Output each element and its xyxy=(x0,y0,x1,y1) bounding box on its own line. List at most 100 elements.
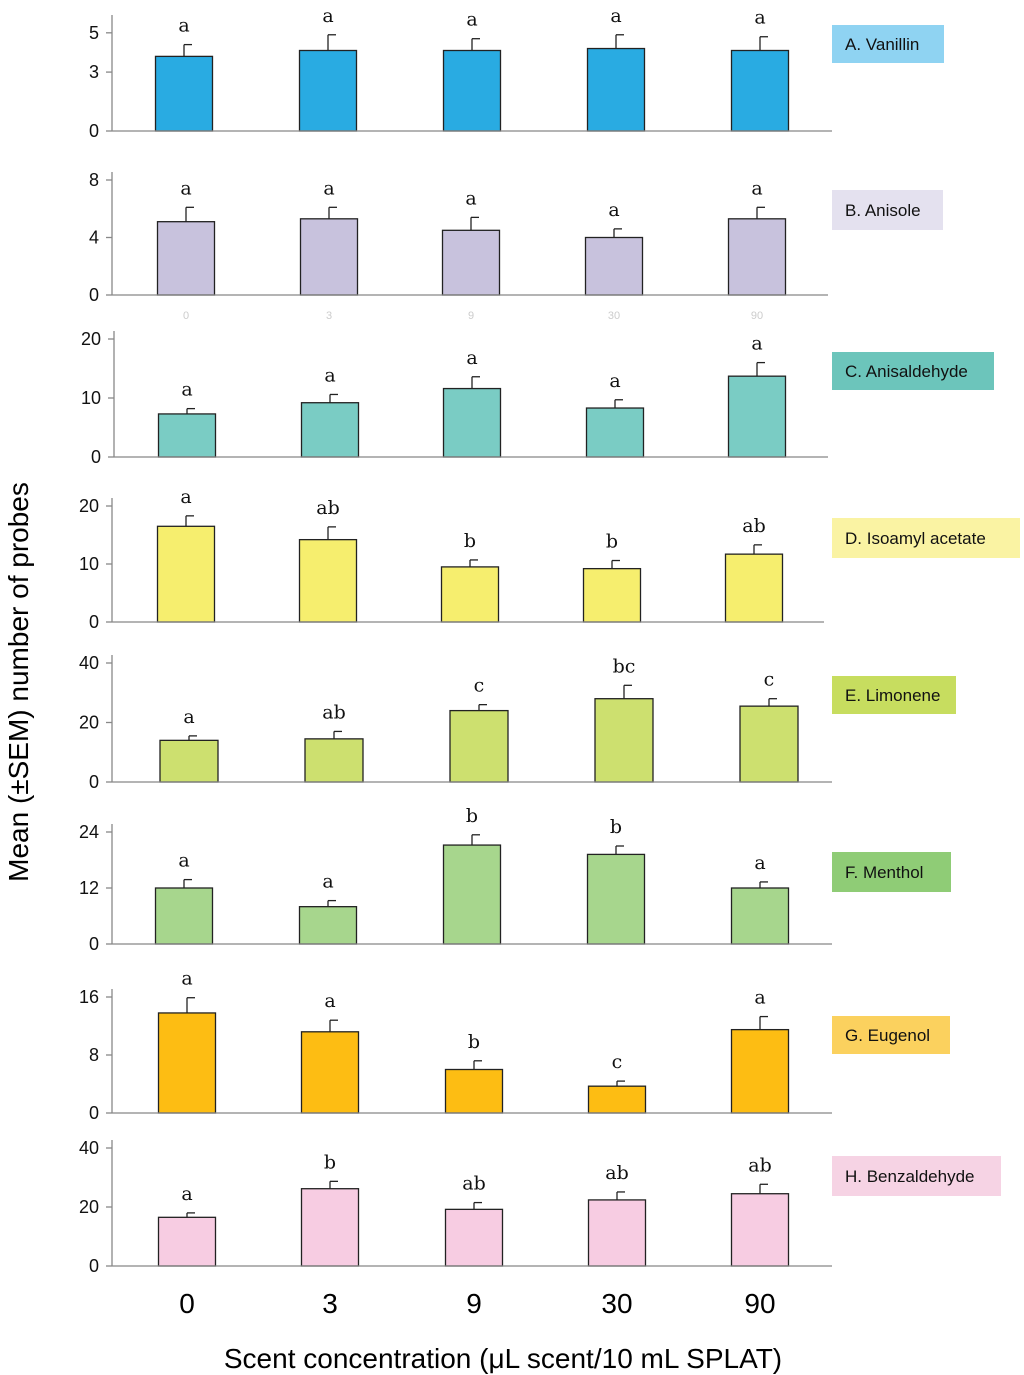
significance-letter: ab xyxy=(322,701,346,723)
x-tick-label: 0 xyxy=(179,1288,195,1319)
significance-letter: a xyxy=(610,5,621,27)
significance-letter: a xyxy=(466,347,477,369)
bar-0 xyxy=(157,413,217,458)
significance-letter: c xyxy=(764,669,775,691)
bar-30 xyxy=(584,236,644,296)
significance-letter: a xyxy=(181,968,192,990)
x-axis-title: Scent concentration (μL scent/10 mL SPLA… xyxy=(224,1343,782,1374)
significance-letter: a xyxy=(751,333,762,355)
y-tick-label: 0 xyxy=(89,285,99,305)
significance-letter: a xyxy=(754,987,765,1009)
bar-3 xyxy=(300,402,360,458)
significance-letter: ab xyxy=(462,1173,486,1195)
significance-letter: b xyxy=(468,1031,480,1053)
significance-letter: ab xyxy=(742,515,766,537)
panel-label-box xyxy=(832,190,943,230)
bar-30 xyxy=(586,853,646,945)
y-tick-label: 4 xyxy=(89,228,99,248)
significance-letter: a xyxy=(322,871,333,893)
panel-7: 0 8 16 a a b c a G. Eugenol xyxy=(79,968,950,1123)
y-tick-label: 10 xyxy=(81,388,101,408)
y-tick-label: 0 xyxy=(89,772,99,792)
significance-letter: c xyxy=(612,1051,623,1073)
significance-letter: a xyxy=(181,379,192,401)
significance-letter: a xyxy=(751,177,762,199)
bar-9 xyxy=(444,1068,504,1114)
bar-30 xyxy=(586,47,646,132)
x-tick-label: 3 xyxy=(322,1288,338,1319)
significance-letter: a xyxy=(322,5,333,27)
panel-label: A. Vanillin xyxy=(845,35,919,54)
y-tick-label: 0 xyxy=(91,447,101,467)
bar-30 xyxy=(587,1085,647,1114)
significance-letter: b xyxy=(464,530,476,552)
bar-9 xyxy=(449,709,509,783)
panel-label: B. Anisole xyxy=(845,201,921,220)
significance-letter: ab xyxy=(748,1154,772,1176)
significance-letter: a xyxy=(180,486,191,508)
panel-label: G. Eugenol xyxy=(845,1026,930,1045)
significance-letter: a xyxy=(180,177,191,199)
bar-9 xyxy=(442,387,502,458)
y-tick-label: 10 xyxy=(79,554,99,574)
significance-letter: a xyxy=(181,1183,192,1205)
panel-label-box xyxy=(832,1016,950,1054)
panel-label-box xyxy=(832,676,956,714)
x-tick-label: 90 xyxy=(744,1288,775,1319)
y-tick-label: 8 xyxy=(89,1045,99,1065)
y-tick-label: 40 xyxy=(79,653,99,673)
significance-letter: a xyxy=(178,850,189,872)
y-tick-label: 16 xyxy=(79,987,99,1007)
panel-label-box xyxy=(832,25,944,63)
bar-30 xyxy=(594,698,654,783)
panel-5: 0 20 40 a ab c bc c E. Limonene xyxy=(79,653,956,792)
bar-90 xyxy=(727,218,787,296)
bar-9 xyxy=(444,1208,504,1267)
bar-9 xyxy=(442,844,502,945)
significance-letter: a xyxy=(465,187,476,209)
significance-letter: a xyxy=(183,706,194,728)
significance-letter: b xyxy=(606,531,618,553)
y-tick-label: 12 xyxy=(79,878,99,898)
x-tick-label: 9 xyxy=(466,1288,482,1319)
y-tick-label: 20 xyxy=(79,1197,99,1217)
panel-label: F. Menthol xyxy=(845,863,923,882)
y-tick-label: 20 xyxy=(81,329,101,349)
y-tick-label: 24 xyxy=(79,822,99,842)
panel-3: 0 10 20 a a a a a C. Anisaldehyde xyxy=(81,329,994,467)
bar-3 xyxy=(298,538,358,623)
bar-30 xyxy=(587,1199,647,1267)
y-tick-label: 20 xyxy=(79,496,99,516)
significance-letter: a xyxy=(608,199,619,221)
significance-letter: a xyxy=(324,364,335,386)
y-axis-title: Mean (±SEM) number of probes xyxy=(3,482,34,882)
x-tick-label-faint: 30 xyxy=(608,310,620,322)
bar-3 xyxy=(298,49,358,132)
y-tick-label: 8 xyxy=(89,170,99,190)
y-tick-label: 40 xyxy=(79,1138,99,1158)
panel-label-box xyxy=(832,1156,1001,1196)
y-tick-label: 0 xyxy=(89,1103,99,1123)
bar-90 xyxy=(730,887,790,945)
x-tick-label: 30 xyxy=(601,1288,632,1319)
bar-3 xyxy=(300,1031,360,1114)
significance-letter: b xyxy=(324,1151,336,1173)
significance-letter: ab xyxy=(605,1162,629,1184)
y-tick-label: 20 xyxy=(79,713,99,733)
significance-letter: b xyxy=(610,816,622,838)
significance-letter: ab xyxy=(316,497,340,519)
bar-0 xyxy=(157,1012,217,1114)
bar-3 xyxy=(304,738,364,783)
significance-letter: a xyxy=(754,7,765,29)
significance-letter: bc xyxy=(613,655,636,677)
bar-0 xyxy=(154,55,214,132)
panel-4: 0 10 20 a ab b b ab D. Isoamyl acetate xyxy=(79,486,1020,632)
bar-9 xyxy=(441,229,501,296)
bar-0 xyxy=(156,221,216,296)
panel-label: C. Anisaldehyde xyxy=(845,362,968,381)
x-tick-label-faint: 0 xyxy=(183,310,189,322)
significance-letter: b xyxy=(466,805,478,827)
panel-label-box xyxy=(832,352,994,390)
panel-1: 0 3 5 a a a a a A. Vanillin xyxy=(89,5,944,141)
